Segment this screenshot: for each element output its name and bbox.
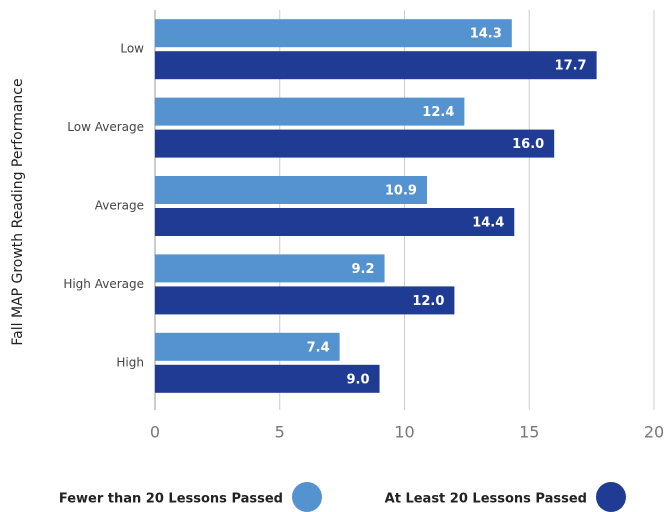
- value-label: 14.4: [472, 216, 504, 231]
- bar: [155, 254, 385, 283]
- bar: [155, 332, 340, 361]
- y-axis-title: Fall MAP Growth Reading Performance: [10, 78, 26, 345]
- bar: [155, 129, 555, 158]
- x-tick-label: 15: [519, 423, 539, 442]
- value-label: 7.4: [307, 340, 330, 355]
- bar: [155, 364, 380, 393]
- value-label: 9.2: [352, 262, 375, 277]
- y-tick-label: Low: [120, 42, 144, 56]
- value-label: 16.0: [512, 137, 544, 152]
- bar: [155, 208, 515, 236]
- legend-label: At Least 20 Lessons Passed: [385, 492, 587, 507]
- x-tick-label: 20: [644, 423, 664, 442]
- bar: [155, 51, 597, 80]
- y-tick-label: High: [116, 355, 144, 369]
- legend-swatch: [292, 482, 322, 512]
- bar: [155, 286, 455, 315]
- value-label: 12.4: [422, 105, 454, 120]
- bar: [155, 97, 465, 126]
- legend-swatch: [596, 482, 626, 512]
- legend-label: Fewer than 20 Lessons Passed: [59, 492, 283, 507]
- y-tick-label: High Average: [63, 277, 144, 291]
- x-tick-label: 0: [150, 423, 160, 442]
- value-label: 12.0: [412, 294, 444, 309]
- x-tick-label: 10: [394, 423, 414, 442]
- y-tick-label: Low Average: [67, 120, 144, 134]
- value-label: 9.0: [347, 372, 370, 387]
- x-tick-label: 5: [275, 423, 285, 442]
- y-tick-label: Average: [95, 199, 144, 213]
- bar: [155, 19, 512, 48]
- value-label: 17.7: [555, 59, 587, 74]
- value-label: 10.9: [385, 184, 417, 199]
- bar: [155, 176, 427, 204]
- value-label: 14.3: [470, 27, 502, 42]
